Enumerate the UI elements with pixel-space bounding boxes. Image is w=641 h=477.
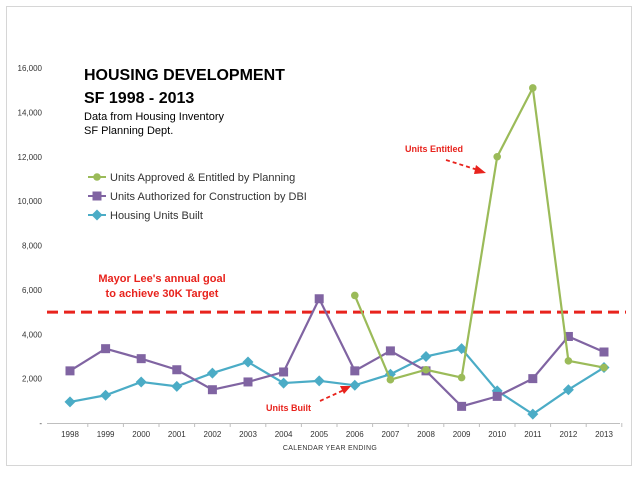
data-point bbox=[563, 331, 573, 341]
series-line-0 bbox=[353, 84, 605, 382]
data-point bbox=[420, 350, 432, 362]
x-tick-label: 2013 bbox=[595, 430, 613, 439]
data-point bbox=[206, 367, 218, 379]
data-point bbox=[242, 356, 254, 368]
chart-subtitle-line-1: Data from Housing Inventory bbox=[84, 111, 225, 123]
x-tick-label: 2012 bbox=[560, 430, 578, 439]
y-tick-label: 10,000 bbox=[18, 197, 43, 206]
data-point bbox=[100, 389, 112, 401]
data-point bbox=[313, 375, 325, 387]
data-point bbox=[492, 391, 502, 401]
data-point bbox=[101, 344, 111, 354]
annotation-units-built: Units Built bbox=[266, 386, 351, 413]
chart-frame bbox=[6, 6, 632, 466]
x-tick-label: 2007 bbox=[382, 430, 400, 439]
data-point bbox=[528, 374, 538, 384]
data-point bbox=[422, 365, 430, 374]
x-tick-label: 2000 bbox=[132, 430, 150, 439]
data-point bbox=[136, 354, 146, 364]
annotation-units-entitled: Units Entitled bbox=[405, 144, 486, 174]
x-axis: 1998 1999 2000 2001 2002 2003 2004 2005 2006 2007… bbox=[47, 423, 623, 439]
annotation-units-built-label: Units Built bbox=[266, 403, 311, 413]
x-tick-label: 2009 bbox=[453, 430, 471, 439]
annotation-units-entitled-arrow bbox=[445, 159, 479, 171]
data-point bbox=[351, 291, 359, 300]
annotation-units-entitled-label: Units Entitled bbox=[405, 144, 463, 154]
y-tick-label: 6,000 bbox=[22, 286, 43, 295]
legend-entry-label: Housing Units Built bbox=[110, 210, 203, 222]
data-point bbox=[135, 376, 147, 388]
data-point bbox=[457, 373, 466, 382]
data-point bbox=[314, 294, 324, 304]
series-0 bbox=[351, 84, 608, 384]
series-2 bbox=[64, 343, 610, 420]
chart-title-block: HOUSING DEVELOPMENT SF 1998 - 2013 Data … bbox=[84, 67, 285, 137]
data-point bbox=[349, 379, 361, 391]
x-tick-label: 2003 bbox=[239, 430, 257, 439]
x-tick-label: 2006 bbox=[346, 430, 364, 439]
data-point bbox=[279, 367, 289, 377]
y-tick-label: 12,000 bbox=[18, 153, 43, 162]
series-line-1 bbox=[69, 296, 605, 408]
series-group bbox=[64, 84, 610, 420]
chart-subtitle-line-2: SF Planning Dept. bbox=[84, 125, 173, 137]
x-tick-label: 2005 bbox=[310, 430, 328, 439]
y-tick-label: 4,000 bbox=[22, 330, 43, 339]
target-label-line-2: to achieve 30K Target bbox=[106, 288, 219, 300]
data-point bbox=[600, 363, 608, 372]
y-tick-label: 14,000 bbox=[18, 108, 43, 117]
data-point bbox=[171, 380, 183, 392]
annotation-units-built-arrowhead bbox=[340, 386, 351, 394]
legend-swatch-marker bbox=[93, 173, 101, 181]
chart-title-line-2: SF 1998 - 2013 bbox=[84, 90, 194, 107]
data-point bbox=[386, 375, 395, 384]
y-tick-label: 2,000 bbox=[22, 375, 43, 384]
series-line-2 bbox=[69, 347, 605, 416]
data-point bbox=[527, 408, 539, 420]
x-tick-label: 2008 bbox=[417, 430, 435, 439]
data-point bbox=[599, 347, 609, 357]
annotation-units-built-arrow bbox=[319, 389, 345, 402]
data-point bbox=[457, 401, 467, 411]
data-point bbox=[65, 366, 75, 376]
data-point bbox=[350, 366, 360, 376]
data-point bbox=[493, 152, 502, 161]
x-tick-label: 1998 bbox=[61, 430, 79, 439]
y-tick-label: 16,000 bbox=[18, 64, 43, 73]
x-tick-label: 2010 bbox=[488, 430, 506, 439]
legend-swatch-marker bbox=[92, 191, 102, 201]
y-tick-label: 8,000 bbox=[22, 242, 43, 251]
y-axis: - 2,000 4,000 6,000 8,000 10,000 12,000 14,000 1… bbox=[18, 64, 43, 428]
chart-title-line-1: HOUSING DEVELOPMENT bbox=[84, 67, 285, 84]
y-tick-label: - bbox=[39, 419, 42, 428]
data-point bbox=[564, 357, 573, 365]
x-tick-label: 2011 bbox=[524, 430, 542, 439]
legend: Units Approved & Entitled by Planning Uni… bbox=[88, 172, 307, 222]
data-point bbox=[562, 384, 574, 396]
annotation-units-entitled-arrowhead bbox=[474, 165, 486, 174]
data-point bbox=[456, 343, 468, 355]
x-tick-label: 1999 bbox=[97, 430, 115, 439]
legend-entry-label: Units Authorized for Construction by DBI bbox=[110, 191, 307, 203]
x-tick-label: 2004 bbox=[275, 430, 293, 439]
data-point bbox=[243, 377, 253, 387]
data-point bbox=[278, 377, 290, 389]
data-point bbox=[207, 385, 217, 395]
data-point bbox=[64, 396, 76, 408]
legend-entry-label: Units Approved & Entitled by Planning bbox=[110, 172, 295, 184]
data-point bbox=[172, 365, 182, 375]
x-tick-label: 2001 bbox=[168, 430, 186, 439]
data-point bbox=[529, 84, 537, 92]
x-axis-title: CALENDAR YEAR ENDING bbox=[283, 445, 377, 452]
legend-swatch-marker bbox=[91, 209, 103, 221]
data-point bbox=[385, 346, 395, 356]
target-label-line-1: Mayor Lee's annual goal bbox=[98, 273, 225, 285]
x-tick-label: 2002 bbox=[204, 430, 222, 439]
